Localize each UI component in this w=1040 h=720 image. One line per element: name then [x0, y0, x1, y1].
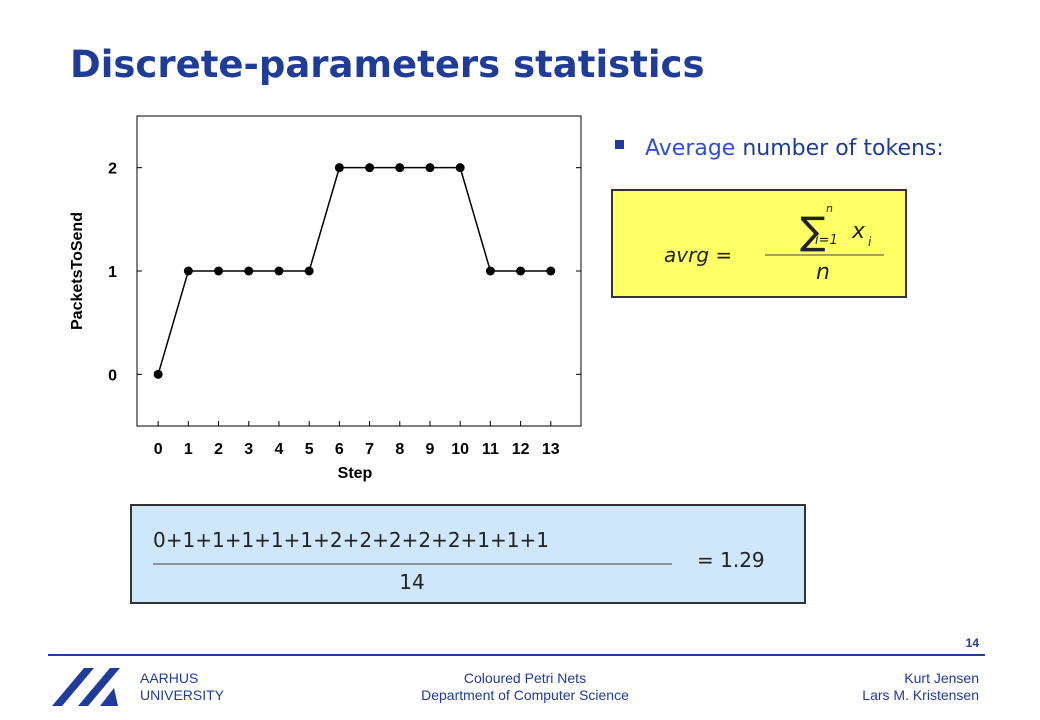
data-point [485, 266, 495, 276]
footer-right-1: Kurt Jensen [904, 670, 979, 686]
x-tick-label: 0 [154, 441, 163, 458]
formula-upper: n [826, 202, 833, 215]
y-tick-label: 0 [108, 367, 117, 384]
calc-result: = 1.29 [697, 548, 765, 572]
data-point [274, 266, 284, 276]
bullet-text: Average number of tokens: [645, 136, 944, 161]
slide-title: Discrete-parameters statistics [70, 43, 704, 86]
x-tick-label: 1 [184, 441, 193, 458]
formula-var: x [851, 219, 866, 244]
formula-box [611, 189, 907, 298]
data-point [395, 163, 405, 173]
y-axis-label: PacketsToSend [69, 212, 86, 330]
x-tick-label: 13 [542, 441, 560, 458]
formula-sub: i [868, 235, 872, 249]
calculation-box [130, 504, 806, 604]
x-tick-label: 11 [482, 441, 499, 458]
x-tick-label: 10 [451, 441, 469, 458]
data-line [157, 166, 551, 375]
logo-line1: AARHUS [140, 670, 198, 686]
data-point [546, 266, 556, 276]
data-point [304, 266, 314, 276]
data-point [516, 266, 526, 276]
bullet-highlight: Average [645, 136, 735, 161]
x-tick-label: 7 [365, 441, 374, 458]
formula: avrg = ∑ n i=1 x i n [664, 202, 884, 285]
data-point [425, 163, 435, 173]
calc-denominator: 14 [399, 570, 424, 594]
x-tick-label: 2 [214, 441, 223, 458]
data-point [334, 163, 344, 173]
x-tick-label: 3 [244, 441, 253, 458]
footer-center-2: Department of Computer Science [421, 687, 629, 703]
formula-lower: i=1 [815, 233, 838, 248]
logo-mark [52, 668, 120, 706]
data-point [183, 266, 193, 276]
footer-right-2: Lars M. Kristensen [862, 687, 979, 703]
page-number: 14 [966, 636, 980, 650]
x-tick-label: 12 [512, 441, 530, 458]
x-tick-label: 9 [426, 441, 435, 458]
x-tick-label: 5 [305, 441, 314, 458]
x-tick-label: 6 [335, 441, 344, 458]
logo-line2: UNIVERSITY [140, 687, 225, 703]
y-tick-label: 2 [108, 161, 117, 178]
data-point [153, 369, 163, 379]
data-point [365, 163, 375, 173]
x-tick-label: 8 [395, 441, 404, 458]
formula-denominator: n [816, 260, 830, 285]
bullet-square [615, 140, 624, 149]
data-point [244, 266, 254, 276]
x-axis-label: Step [338, 465, 373, 482]
footer-center-1: Coloured Petri Nets [464, 670, 586, 686]
formula-lhs: avrg = [664, 243, 732, 267]
calc-numerator: 0+1+1+1+1+1+2+2+2+2+2+1+1+1 [153, 528, 549, 552]
y-tick-label: 1 [108, 264, 117, 281]
bullet-rest: number of tokens: [742, 136, 943, 161]
x-tick-label: 4 [275, 441, 284, 458]
data-point [455, 163, 465, 173]
formula-sigma: ∑ [800, 209, 826, 253]
data-point [214, 266, 224, 276]
